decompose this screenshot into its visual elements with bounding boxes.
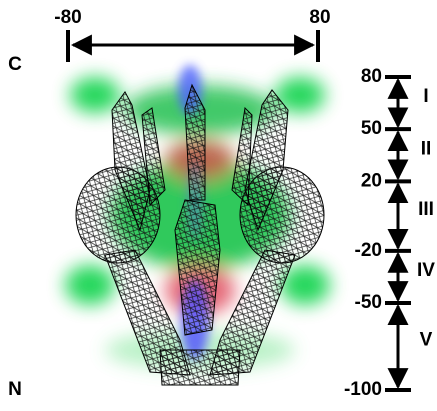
region-label: IV — [417, 260, 435, 281]
region-label: III — [418, 199, 434, 220]
region-label: V — [420, 330, 433, 351]
figure: -80 80 C N 805020-20-50-100IIIIIIIVV — [0, 0, 437, 406]
ruler-tick-label: -100 — [344, 379, 382, 400]
ruler-tick-label: 50 — [361, 118, 382, 139]
ruler-tick-label: -20 — [355, 240, 382, 261]
region-label: I — [423, 86, 428, 107]
terminal-label: N — [8, 379, 22, 400]
top-scale — [68, 30, 318, 62]
region-label: II — [421, 138, 432, 159]
terminal-label: C — [8, 54, 22, 75]
ruler-tick-label: 80 — [361, 66, 382, 87]
scale-label: -80 — [54, 7, 81, 28]
ruler-tick-label: 20 — [361, 170, 382, 191]
ruler-tick-label: -50 — [355, 292, 382, 313]
scale-label: 80 — [309, 7, 330, 28]
